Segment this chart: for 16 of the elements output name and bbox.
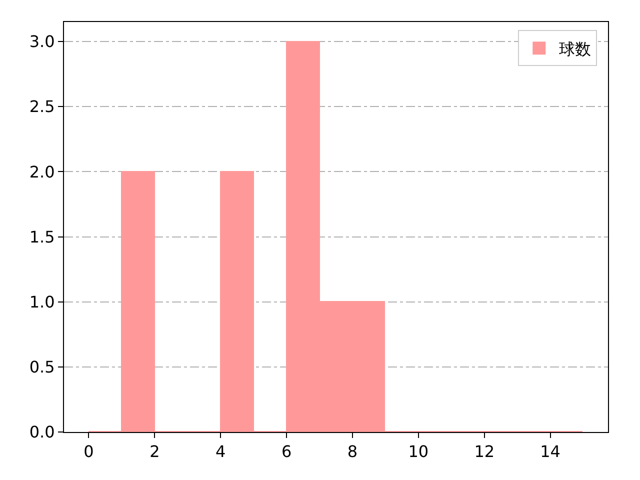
y-tick-label: 3.0	[29, 32, 55, 52]
x-tick-label: 10	[408, 442, 429, 462]
y-tick-label: 2.0	[29, 162, 55, 182]
legend-label: 球数	[559, 39, 592, 58]
x-tick-label: 8	[347, 442, 358, 462]
y-tick-label: 0.5	[29, 358, 55, 377]
x-tick-label: 14	[540, 442, 560, 462]
x-tick-label: 4	[216, 442, 226, 462]
y-tick-label: 1.0	[29, 292, 55, 312]
y-tick-label: 2.5	[29, 97, 55, 116]
x-tick-label: 12	[474, 442, 495, 462]
x-tick-label: 0	[84, 442, 94, 462]
x-tick-label: 2	[150, 442, 160, 462]
x-tick-label: 6	[281, 442, 292, 462]
y-tick-label: 0.0	[29, 422, 55, 442]
y-tick-label: 1.5	[29, 227, 55, 246]
